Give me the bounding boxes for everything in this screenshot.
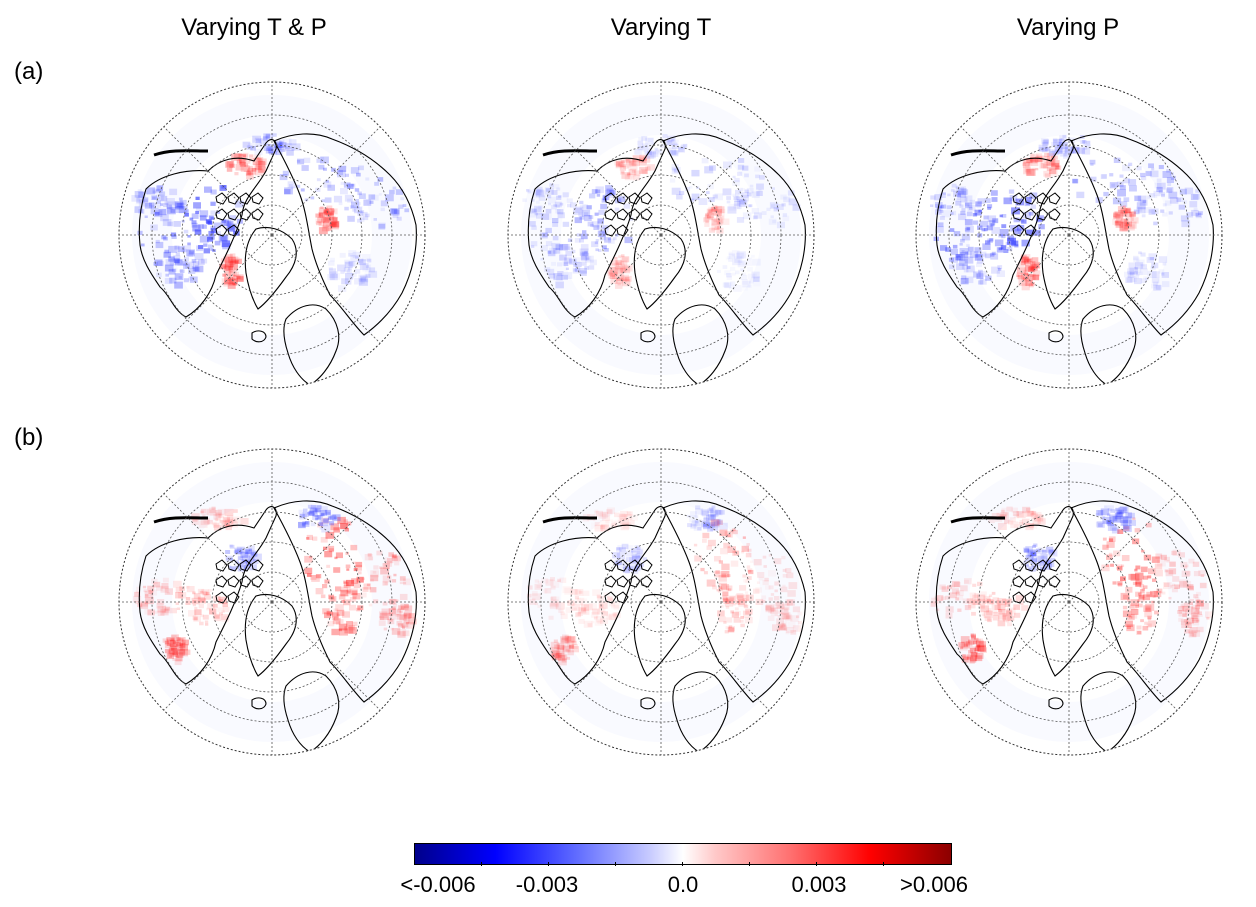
map-panel-a-tp [116,79,428,391]
colorbar [414,843,952,866]
colorbar-label-min: <-0.006 [400,872,476,897]
polar-map [507,448,815,756]
map-panel-a-p [913,79,1225,391]
map-panel-a-t [505,79,817,391]
colorbar-tick [682,862,683,866]
row-label-a: (a) [14,58,44,85]
colorbar-label-pos: 0.003 [791,872,847,897]
map-panel-b-t [505,446,817,758]
colorbar-tick [548,862,549,866]
colorbar-tick [615,862,616,866]
polar-map [507,81,815,389]
colorbar-label-neg: -0.003 [515,872,579,897]
polar-map [915,81,1223,389]
polar-map [915,448,1223,756]
map-panel-b-p [913,446,1225,758]
colorbar-tick [749,862,750,866]
colorbar-label-zero: 0.0 [667,872,699,897]
colorbar-tick [816,862,817,866]
colorbar-label-max: >0.006 [900,872,968,897]
column-title-t: Varying T [610,14,712,41]
colorbar-tick [481,862,482,866]
map-panel-b-tp [116,446,428,758]
polar-map [118,81,426,389]
column-title-p: Varying P [1016,14,1120,41]
colorbar-gradient [414,843,952,865]
column-title-tp: Varying T & P [181,14,327,41]
row-label-b: (b) [14,424,44,451]
polar-map [118,448,426,756]
colorbar-tick [883,862,884,866]
